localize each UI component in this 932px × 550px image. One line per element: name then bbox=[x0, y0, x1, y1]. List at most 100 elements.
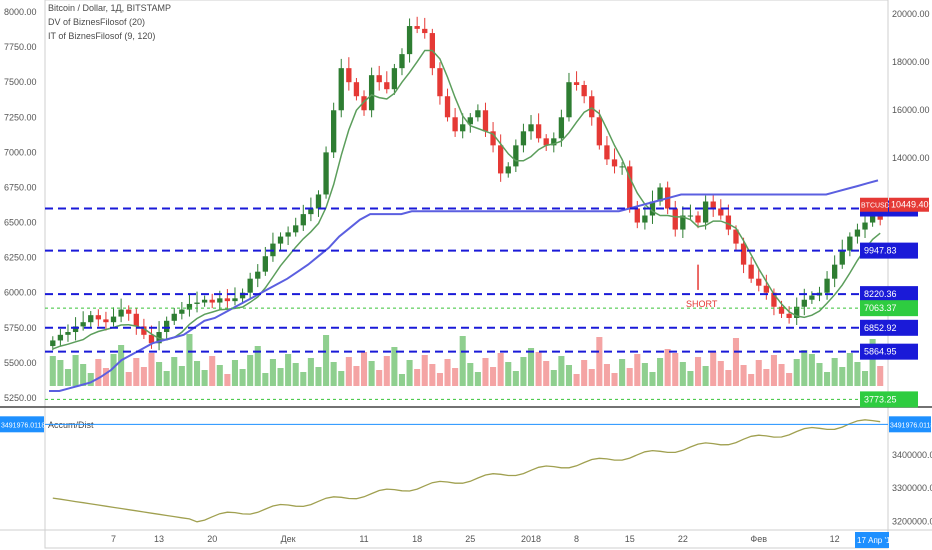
left-axis-tick: 6000.00 bbox=[4, 288, 37, 298]
x-axis-tick: 11 bbox=[359, 534, 368, 544]
volume-bar bbox=[846, 353, 853, 386]
volume-bar bbox=[770, 355, 777, 386]
candle-body bbox=[232, 298, 238, 302]
volume-bar bbox=[512, 371, 519, 386]
volume-bar bbox=[360, 352, 368, 386]
candle-body bbox=[262, 256, 268, 272]
candle-body bbox=[854, 229, 861, 237]
left-axis-tick: 7250.00 bbox=[4, 112, 37, 122]
volume-bar bbox=[611, 373, 618, 386]
legend-dv: DV of BiznesFilosof (20) bbox=[48, 17, 146, 27]
candle-body bbox=[657, 187, 663, 202]
level-label: 9947.83 bbox=[864, 246, 897, 256]
candle-body bbox=[224, 298, 231, 302]
volume-bar bbox=[824, 372, 831, 386]
candle-body bbox=[164, 320, 170, 333]
volume-bar bbox=[140, 367, 147, 386]
volume-bar bbox=[482, 358, 489, 386]
x-axis-tick: Фев bbox=[750, 534, 767, 544]
candle-body bbox=[604, 145, 610, 160]
volume-bar bbox=[224, 374, 231, 386]
volume-bar bbox=[603, 364, 610, 386]
candle-body bbox=[847, 236, 853, 251]
candle-body bbox=[551, 138, 557, 146]
volume-bar bbox=[687, 371, 694, 386]
candle-body bbox=[801, 299, 807, 307]
candle-body bbox=[824, 278, 830, 293]
candle-body bbox=[110, 316, 117, 323]
candle-body bbox=[118, 309, 124, 317]
right-axis-tick: 20000.00 bbox=[892, 9, 930, 19]
candle-body bbox=[756, 278, 762, 286]
green-level-label: 3773.25 bbox=[864, 394, 897, 404]
volume-bar bbox=[816, 363, 823, 386]
volume-bar bbox=[748, 374, 755, 386]
volume-bar bbox=[877, 366, 884, 386]
candle-body bbox=[88, 315, 94, 323]
volume-bar bbox=[398, 374, 406, 386]
level-tag bbox=[860, 242, 918, 259]
plot-frame bbox=[44, 0, 889, 549]
candle-body bbox=[414, 26, 420, 29]
volume-bar bbox=[133, 358, 140, 386]
candle-body bbox=[543, 138, 549, 146]
volume-bar bbox=[178, 366, 185, 386]
volume-bar bbox=[406, 360, 413, 386]
volume-bar bbox=[732, 338, 740, 386]
volume-bar bbox=[300, 372, 307, 386]
volume-bar bbox=[573, 374, 580, 386]
last-price-label: 10449.40 bbox=[891, 200, 929, 210]
short-label: SHORT bbox=[686, 299, 718, 309]
candle-body bbox=[384, 82, 390, 90]
volume-bar bbox=[740, 365, 747, 386]
candle-body bbox=[126, 309, 132, 314]
volume-bar bbox=[102, 368, 109, 386]
volume-bar bbox=[193, 361, 201, 386]
volume-bar bbox=[72, 355, 79, 386]
candle-body bbox=[702, 201, 709, 223]
volume-bar bbox=[292, 363, 299, 386]
candle-body bbox=[444, 96, 451, 118]
volume-bar bbox=[497, 353, 504, 386]
volume-bar bbox=[786, 373, 793, 386]
candle-body bbox=[535, 124, 542, 139]
volume-bar bbox=[64, 369, 72, 386]
x-axis-tick: 20 bbox=[207, 534, 217, 544]
candle-body bbox=[695, 215, 701, 223]
volume-bar bbox=[543, 361, 550, 386]
level-label: 8220.36 bbox=[864, 289, 897, 299]
candle-body bbox=[528, 124, 534, 132]
candle-body bbox=[877, 215, 883, 220]
candle-body bbox=[368, 75, 375, 111]
candle-body bbox=[171, 313, 177, 321]
volume-bar bbox=[558, 356, 565, 386]
volume-bar bbox=[710, 352, 717, 386]
volume-bar bbox=[148, 353, 155, 386]
candle-body bbox=[293, 225, 299, 233]
volume-bar bbox=[323, 335, 330, 386]
volume-bar bbox=[171, 357, 178, 386]
candle-body bbox=[239, 292, 246, 299]
volume-bar bbox=[414, 369, 421, 386]
candle-body bbox=[809, 295, 815, 300]
candle-body bbox=[399, 54, 405, 69]
candle-body bbox=[437, 68, 443, 97]
candle-body bbox=[619, 166, 625, 168]
candle-body bbox=[786, 313, 792, 318]
accum-axis-tick: 3400000.0000 bbox=[892, 450, 932, 460]
candle-body bbox=[718, 208, 724, 216]
candle-body bbox=[217, 298, 223, 303]
candle-body bbox=[687, 215, 694, 217]
candle-body bbox=[331, 110, 337, 153]
candle-body bbox=[710, 201, 716, 209]
right-axis-tick: 18000.00 bbox=[892, 57, 930, 67]
candle-body bbox=[179, 309, 185, 314]
candle-body bbox=[247, 278, 253, 293]
volume-bar bbox=[338, 371, 345, 386]
volume-bar bbox=[808, 354, 815, 386]
candle-body bbox=[573, 82, 580, 85]
volume-bar bbox=[672, 353, 679, 386]
volume-bar bbox=[421, 355, 428, 386]
volume-bar bbox=[763, 369, 770, 386]
